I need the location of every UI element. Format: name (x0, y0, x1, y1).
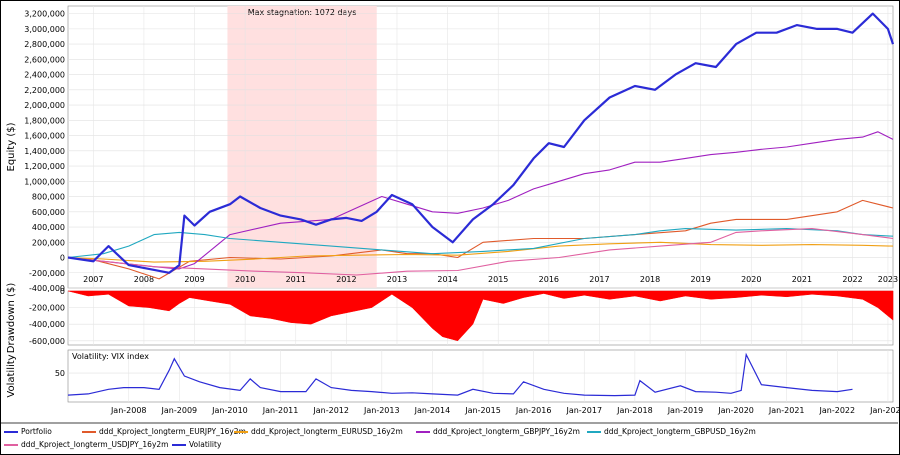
equity-y-tick-label: 3,000,000 (24, 25, 65, 34)
equity-y-tick-label: -400,000 (29, 284, 65, 293)
series-line-ddd_Kproject_longterm_GBPJPY_16y2m (67, 131, 894, 270)
vix-x-tick-label: Jan-2010 (211, 406, 248, 415)
vix-x-tick-label: Jan-2013 (363, 406, 400, 415)
drawdown-y-tick-label: -600,000 (29, 337, 65, 346)
legend-item: Volatility (172, 440, 221, 449)
legend-swatch (172, 443, 186, 446)
legend-label: Volatility (189, 440, 222, 449)
vix-x-tick-label: Jan-2008 (110, 406, 147, 415)
equity-y-tick-label: 2,200,000 (24, 86, 65, 95)
vix-panel: 50 Jan-2008 Jan-2009 Jan-2010 Jan-2011 Jan-20… (6, 349, 900, 415)
equity-y-tick-label: 2,600,000 (24, 55, 65, 64)
vix-x-tick-label: Jan-2012 (312, 406, 349, 415)
legend-swatch (416, 430, 430, 433)
vix-x-tick-label: Jan-2023 (869, 406, 900, 415)
vix-title: Volatility: VIX index (72, 352, 149, 361)
drawdown-y-tick-label: 0 (60, 287, 65, 296)
drawdown-area (67, 290, 894, 342)
series-line-Volatility (67, 352, 853, 397)
drawdown-y-axis-title: Drawdown ($) (6, 283, 17, 354)
legend-item: ddd_Kproject_longterm_USDJPY_16y2m (4, 440, 168, 449)
series-line-ddd_Kproject_longterm_USDJPY_16y2m (67, 228, 894, 276)
legend-label: ddd_Kproject_longterm_GBPJPY_16y2m (433, 427, 580, 436)
legend-label: ddd_Kproject_longterm_EURJPY_16y2m (99, 427, 246, 436)
legend-item: ddd_Kproject_longterm_GBPJPY_16y2m (416, 427, 580, 436)
stagnation-label: Max stagnation: 1072 days (248, 8, 357, 17)
equity-y-tick-label: 1,800,000 (24, 116, 65, 125)
equity-x-tick-label: 2018 (640, 275, 660, 284)
drawdown-y-tick-label: -200,000 (29, 304, 65, 313)
equity-x-tick-label: 2019 (690, 275, 710, 284)
drawdown-y-tick-label: -400,000 (29, 320, 65, 329)
vix-x-tick-label: Jan-2011 (262, 406, 299, 415)
legend-swatch (234, 430, 248, 433)
equity-y-tick-label: 0 (60, 254, 65, 263)
legend-item: ddd_Kproject_longterm_EURUSD_16y2m (234, 427, 403, 436)
legend-swatch (4, 430, 18, 433)
series-line-ddd_Kproject_longterm_EURJPY_16y2m (67, 199, 894, 280)
equity-x-tick-label: 2016 (539, 275, 559, 284)
equity-x-tick-label: 2021 (792, 275, 812, 284)
equity-x-tick-label: 2020 (741, 275, 761, 284)
equity-y-tick-label: 2,400,000 (24, 71, 65, 80)
series-line-ddd_Kproject_longterm_GBPUSD_16y2m (67, 228, 894, 259)
equity-x-tick-label: 2013 (387, 275, 407, 284)
equity-panel: Max stagnation: 1072 days 3,200,000 3,000,… (6, 5, 898, 293)
vix-x-tick-label: Jan-2020 (717, 406, 754, 415)
legend-item: ddd_Kproject_longterm_GBPUSD_16y2m (587, 427, 756, 436)
vix-x-tick-label: Jan-2019 (667, 406, 704, 415)
equity-y-axis-title: Equity ($) (6, 122, 17, 171)
legend-label: ddd_Kproject_longterm_USDJPY_16y2m (21, 440, 169, 449)
vix-plot-area (67, 349, 894, 403)
vix-x-tick-label: Jan-2021 (768, 406, 805, 415)
equity-y-tick-label: 3,200,000 (24, 10, 65, 19)
equity-x-tick-label: 2009 (184, 275, 204, 284)
vix-x-tick-label: Jan-2009 (161, 406, 198, 415)
series-line-Portfolio (67, 12, 895, 274)
equity-x-tick-label: 2011 (286, 275, 306, 284)
legend-swatch (82, 430, 96, 433)
equity-x-tick-label: 2015 (488, 275, 508, 284)
vix-x-tick-label: Jan-2017 (565, 406, 602, 415)
equity-x-tick-label: 2022 (842, 275, 862, 284)
equity-x-tick-label: 2010 (235, 275, 255, 284)
equity-y-tick-label: 1,000,000 (24, 177, 65, 186)
equity-y-tick-label: 800,000 (32, 193, 65, 202)
vix-x-tick-label: Jan-2014 (414, 406, 451, 415)
vix-x-tick-label: Jan-2015 (464, 406, 501, 415)
equity-x-tick-label: 2017 (589, 275, 609, 284)
equity-plot-area (67, 5, 894, 289)
equity-y-tick-label: 400,000 (32, 223, 65, 232)
vix-x-tick-label: Jan-2022 (819, 406, 856, 415)
equity-y-tick-label: 200,000 (32, 238, 65, 247)
equity-x-tick-label: 2023 (878, 275, 898, 284)
series-line-ddd_Kproject_longterm_EURUSD_16y2m (67, 241, 894, 263)
vix-y-axis-title: Volatility (6, 354, 17, 397)
equity-y-tick-label: 2,000,000 (24, 101, 65, 110)
legend-label: Portfolio (21, 427, 52, 436)
stagnation-band (227, 6, 377, 288)
legend-item: Portfolio (4, 427, 52, 436)
legend-swatch (587, 430, 601, 433)
equity-x-tick-label: 2008 (134, 275, 154, 284)
equity-x-tick-label: 2007 (83, 275, 103, 284)
vix-x-tick-label: Jan-2016 (515, 406, 552, 415)
vix-y-tick-label: 50 (55, 369, 65, 378)
legend-item: ddd_Kproject_longterm_EURJPY_16y2m (82, 427, 246, 436)
legend-label: ddd_Kproject_longterm_EURUSD_16y2m (251, 427, 403, 436)
equity-y-tick-label: 2,800,000 (24, 40, 65, 49)
equity-y-tick-label: 600,000 (32, 208, 65, 217)
equity-x-tick-label: 2012 (336, 275, 356, 284)
legend-swatch (4, 443, 18, 446)
equity-y-tick-label: 1,400,000 (24, 147, 65, 156)
equity-y-tick-label: 1,600,000 (24, 132, 65, 141)
equity-y-tick-label: -200,000 (29, 269, 65, 278)
equity-y-tick-label: 1,200,000 (24, 162, 65, 171)
legend: Portfolio ddd_Kproject_longterm_EURJPY_16… (2, 425, 896, 453)
vix-x-tick-label: Jan-2018 (616, 406, 653, 415)
equity-x-tick-label: 2014 (437, 275, 457, 284)
drawdown-panel: 0 -200,000 -400,000 -600,000 Drawdown ($) (6, 283, 894, 354)
legend-label: ddd_Kproject_longterm_GBPUSD_16y2m (604, 427, 756, 436)
